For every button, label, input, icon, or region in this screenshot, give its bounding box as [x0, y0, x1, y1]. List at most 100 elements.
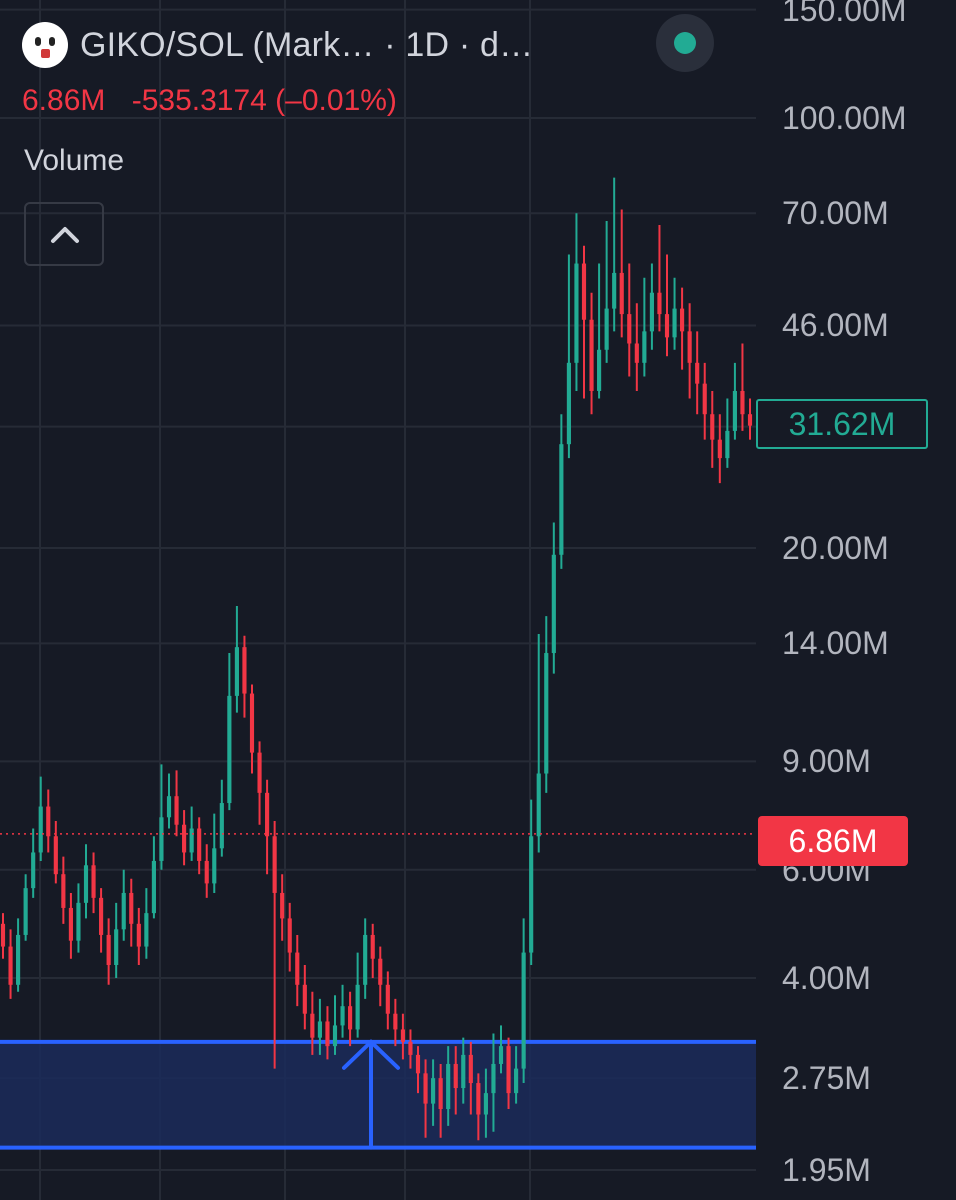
- y-tick-label: 14.00M: [782, 625, 889, 662]
- y-tick-label: 4.00M: [782, 960, 871, 997]
- volume-indicator-label[interactable]: Volume: [24, 144, 125, 177]
- candle-body: [61, 874, 66, 908]
- candle-body: [0, 923, 6, 947]
- candle-body: [197, 828, 202, 861]
- y-tick-label: 20.00M: [782, 530, 889, 567]
- candle-body: [551, 554, 556, 654]
- chevron-up-icon: [51, 227, 79, 243]
- candle-body: [182, 824, 187, 853]
- candle-body: [302, 984, 307, 1014]
- candle-body: [393, 1013, 398, 1030]
- candle-body: [408, 1041, 413, 1055]
- candle-body: [536, 773, 541, 837]
- candle-body: [498, 1046, 504, 1064]
- candle-body: [657, 292, 662, 315]
- candle-body: [295, 952, 300, 985]
- candle-body: [597, 349, 602, 391]
- candles: [0, 177, 753, 1141]
- candle-body: [438, 1078, 443, 1110]
- price-row: 6.86M -535.3174 (–0.01%): [22, 84, 415, 118]
- candle-body: [604, 308, 609, 350]
- candle-body: [272, 836, 277, 893]
- live-status-icon[interactable]: [656, 14, 714, 72]
- candle-body: [627, 314, 632, 344]
- y-tick-label: 100.00M: [782, 100, 907, 136]
- candle-body: [672, 308, 677, 338]
- candle-body: [514, 1068, 519, 1094]
- chart-grid: [0, 0, 756, 1200]
- candle-body: [634, 343, 639, 363]
- y-tick-label: 46.00M: [782, 307, 889, 344]
- candle-body: [332, 1025, 338, 1047]
- candle-body: [355, 984, 360, 1030]
- candle-body: [31, 852, 36, 889]
- candle-body: [242, 647, 247, 694]
- candle-body: [348, 1006, 353, 1030]
- support-zone: [0, 1041, 756, 1148]
- candle-body: [227, 695, 232, 804]
- candle-body: [581, 263, 587, 320]
- collapse-button[interactable]: [24, 202, 104, 266]
- candle-body: [378, 958, 383, 985]
- candle-body: [453, 1063, 458, 1089]
- candle-body: [38, 806, 43, 853]
- candle-body: [619, 272, 624, 315]
- candle-body: [257, 752, 262, 793]
- candle-body: [664, 314, 670, 338]
- symbol-header[interactable]: GIKO/SOL (Mark… · 1D · d…: [22, 22, 533, 68]
- candle-body: [559, 444, 564, 555]
- candle-body: [423, 1073, 428, 1104]
- candle-body: [106, 934, 111, 966]
- y-tick-label: 150.00M: [782, 0, 907, 28]
- candle-body: [710, 414, 715, 440]
- candle-body: [174, 796, 179, 825]
- candle-body: [212, 848, 217, 884]
- candle-body: [370, 934, 375, 959]
- candle-body: [544, 653, 549, 774]
- last-price: 6.86M: [22, 84, 106, 117]
- candle-body: [68, 907, 73, 941]
- candle-body: [521, 952, 526, 1069]
- candle-body: [144, 913, 149, 947]
- candle-body: [461, 1054, 466, 1089]
- candle-body: [99, 897, 104, 935]
- candle-body: [415, 1054, 421, 1074]
- candle-body: [468, 1054, 473, 1084]
- candle-body: [280, 892, 285, 919]
- candle-body: [483, 1093, 488, 1115]
- y-tick-label: 1.95M: [782, 1152, 871, 1188]
- candle-body: [325, 1021, 330, 1047]
- candle-body: [249, 693, 255, 753]
- candle-body: [204, 860, 209, 884]
- current-price-label: 6.86M: [758, 816, 908, 866]
- candle-body: [642, 331, 647, 363]
- candle-body: [732, 390, 737, 431]
- y-tick-label: 70.00M: [782, 195, 889, 232]
- candle-body: [506, 1046, 511, 1094]
- candle-body: [363, 934, 368, 985]
- candle-body: [529, 836, 534, 953]
- candle-body: [612, 272, 617, 309]
- candle-body: [476, 1083, 481, 1115]
- candle-body: [695, 362, 700, 384]
- candle-body: [46, 806, 51, 837]
- candle-body: [76, 902, 81, 941]
- candle-body: [16, 934, 21, 985]
- candle-body: [340, 1006, 345, 1026]
- candle-body: [385, 984, 390, 1014]
- candle-body: [574, 263, 579, 363]
- candle-body: [680, 308, 685, 332]
- candle-body: [446, 1063, 451, 1110]
- candle-body: [566, 362, 571, 445]
- candle-body: [687, 331, 692, 363]
- y-tick-label: 2.75M: [782, 1060, 871, 1097]
- last-value-label: 31.62M: [756, 399, 928, 449]
- candle-body: [159, 817, 164, 861]
- y-tick-label: 9.00M: [782, 743, 871, 780]
- candle-body: [23, 888, 28, 935]
- candle-body: [491, 1063, 496, 1094]
- candle-body: [310, 1013, 315, 1038]
- symbol-title[interactable]: GIKO/SOL (Mark… · 1D · d…: [80, 25, 534, 64]
